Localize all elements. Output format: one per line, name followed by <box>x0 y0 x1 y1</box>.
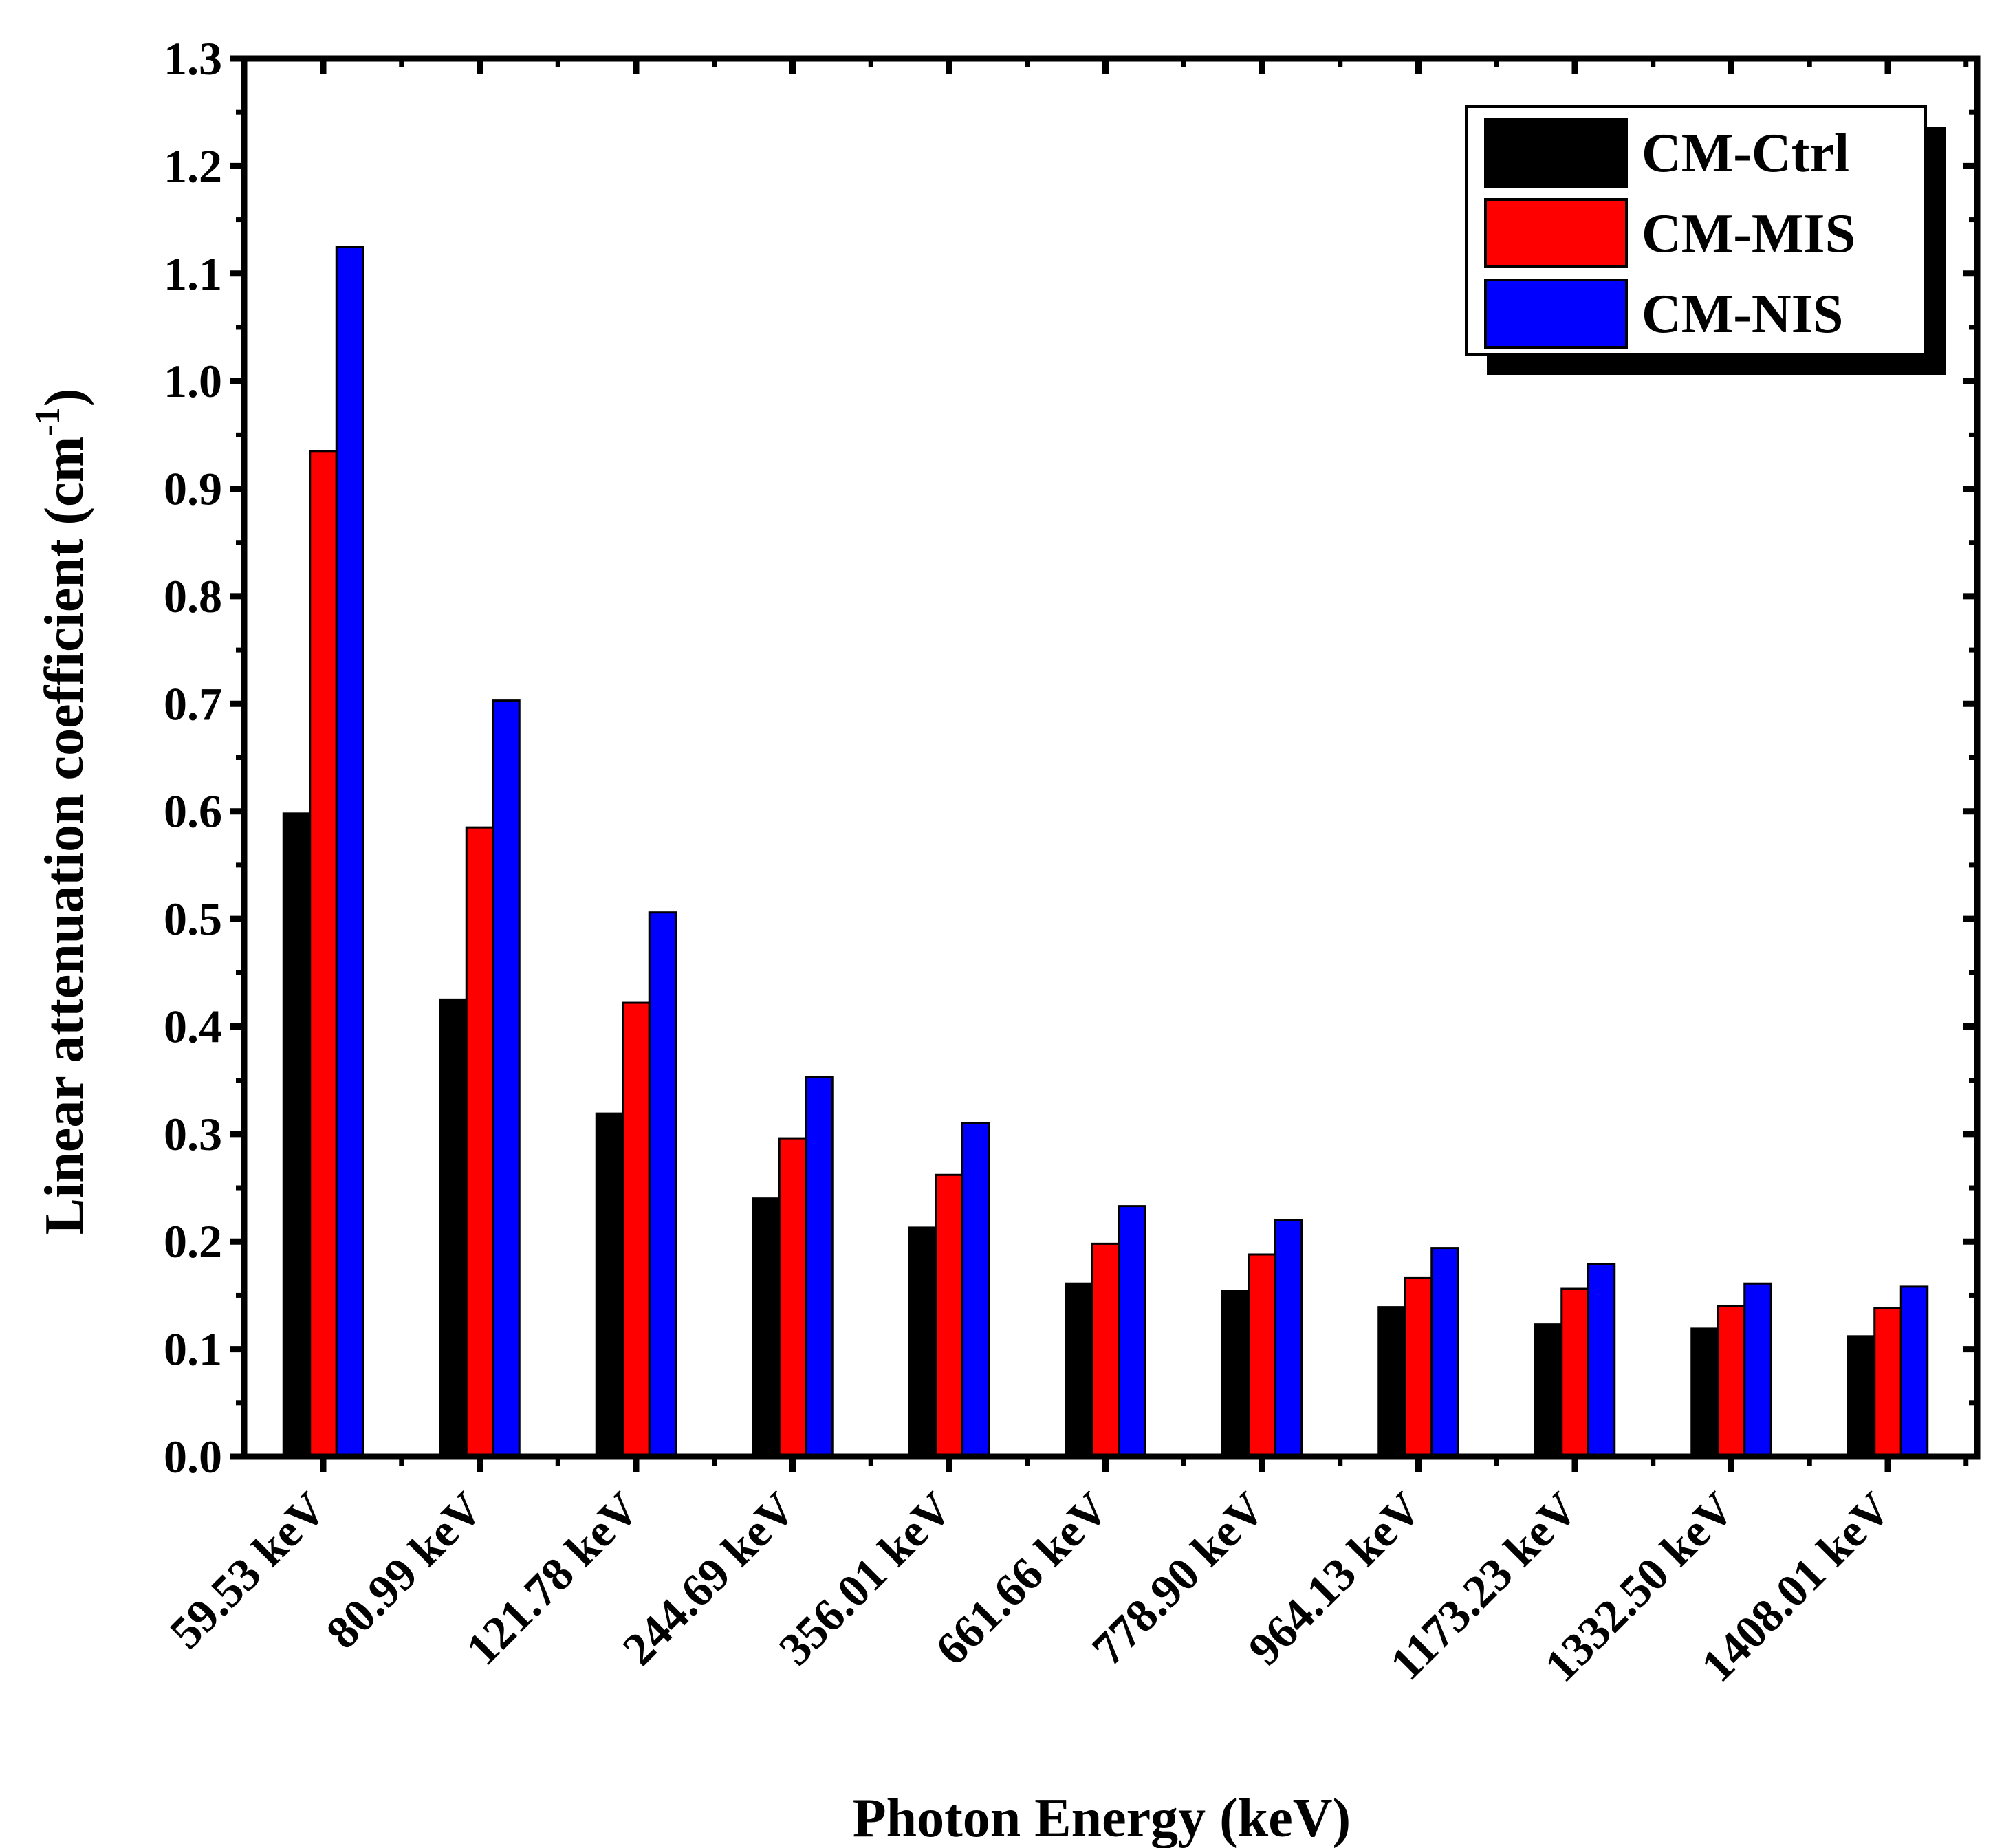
y-tick-label: 0.2 <box>164 1215 222 1268</box>
y-axis-title-main: Linear attenuation coefficient (cm <box>34 437 95 1235</box>
bar-cm-mis-10 <box>1873 1307 1902 1458</box>
bar-cm-ctrl-4 <box>908 1226 937 1458</box>
plot-area <box>282 246 1929 1458</box>
legend-swatch-cm-ctrl <box>1484 118 1628 188</box>
bar-cm-nis-8 <box>1587 1263 1616 1458</box>
bar-cm-nis-9 <box>1743 1282 1772 1458</box>
bar-cm-mis-8 <box>1560 1287 1589 1458</box>
y-tick-label: 0.4 <box>164 1000 222 1052</box>
bar-cm-mis-6 <box>1248 1253 1276 1458</box>
bar-cm-mis-1 <box>465 826 494 1458</box>
bar-cm-ctrl-1 <box>439 998 468 1458</box>
legend-label-cm-mis: CM-MIS <box>1642 204 1855 264</box>
bar-cm-nis-10 <box>1899 1285 1929 1458</box>
x-axis-title: Photon Energy (keV) <box>853 1788 1351 1848</box>
y-axis-title-superscript: -1 <box>28 406 67 436</box>
legend-label-cm-ctrl: CM-Ctrl <box>1642 123 1849 184</box>
y-tick-label: 0.9 <box>164 463 222 515</box>
y-tick-label: 1.3 <box>164 32 222 85</box>
x-tick-label: 59.53 keV <box>160 1482 336 1659</box>
legend: CM-Ctrl CM-MIS CM-NIS <box>1465 105 1946 375</box>
y-tick-label: 0.5 <box>164 893 222 945</box>
bar-cm-mis-4 <box>935 1173 963 1458</box>
y-tick-label: 0.8 <box>164 570 222 622</box>
y-tick-label: 1.1 <box>164 248 222 300</box>
bar-cm-mis-3 <box>778 1137 807 1458</box>
y-axis-title: Linear attenuation coefficient (cm-1) <box>28 389 95 1235</box>
bar-cm-mis-7 <box>1404 1276 1433 1458</box>
bar-cm-nis-7 <box>1430 1247 1459 1458</box>
bar-cm-ctrl-9 <box>1690 1327 1719 1458</box>
y-tick-label: 1.0 <box>164 355 222 407</box>
bar-cm-nis-1 <box>492 699 521 1458</box>
legend-swatch-cm-nis <box>1484 279 1628 349</box>
y-tick-label: 1.2 <box>164 140 222 192</box>
y-tick-label: 0.6 <box>164 785 222 838</box>
bar-cm-mis-2 <box>622 1001 651 1458</box>
bar-cm-ctrl-8 <box>1534 1323 1563 1458</box>
bar-cm-ctrl-5 <box>1065 1282 1093 1458</box>
bar-cm-nis-5 <box>1118 1205 1146 1458</box>
bar-cm-nis-4 <box>961 1122 990 1458</box>
bar-cm-mis-5 <box>1091 1242 1120 1458</box>
legend-swatch-cm-mis <box>1484 198 1628 268</box>
bar-cm-mis-9 <box>1717 1305 1746 1458</box>
y-tick-label: 0.1 <box>164 1323 222 1376</box>
bar-cm-ctrl-3 <box>752 1197 781 1458</box>
bar-cm-mis-0 <box>309 450 338 1458</box>
bar-cm-ctrl-6 <box>1221 1290 1250 1458</box>
legend-label-cm-nis: CM-NIS <box>1642 284 1843 345</box>
bar-cm-ctrl-0 <box>282 812 312 1458</box>
y-axis-title-close: ) <box>34 389 95 407</box>
bar-cm-ctrl-10 <box>1847 1335 1876 1458</box>
bar-cm-nis-6 <box>1274 1219 1303 1458</box>
bar-cm-ctrl-7 <box>1377 1306 1406 1458</box>
y-tick-label: 0.7 <box>164 677 222 730</box>
bar-cm-nis-3 <box>805 1076 834 1458</box>
y-tick-label: 0.0 <box>164 1431 222 1483</box>
bar-cm-ctrl-2 <box>595 1112 624 1458</box>
bar-cm-nis-2 <box>648 911 677 1458</box>
y-tick-label: 0.3 <box>164 1108 222 1160</box>
bar-cm-nis-0 <box>335 246 364 1458</box>
